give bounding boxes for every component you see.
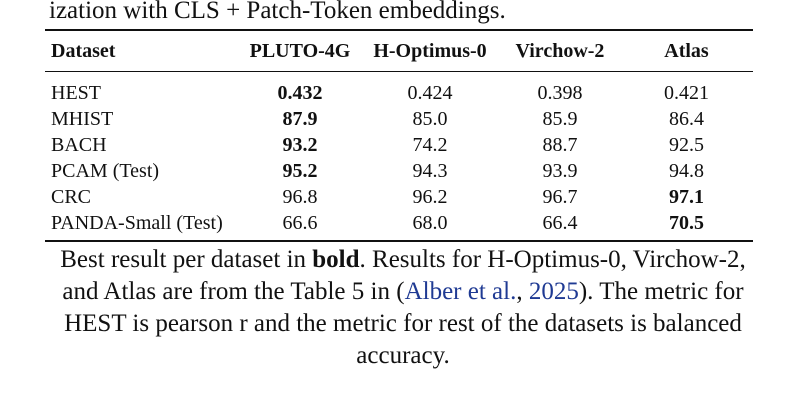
metric-value-cell: 96.8 <box>282 186 318 208</box>
header-virchow-2: Virchow-2 <box>515 40 605 62</box>
citation-separator: , <box>516 278 529 305</box>
table-header-row: Dataset PLUTO-4G H-Optimus-0 Virchow-2 A… <box>45 31 753 71</box>
metric-value-cell: 0.424 <box>407 82 453 104</box>
metric-value-cell: 94.8 <box>669 160 704 182</box>
metric-value-cell: 85.0 <box>412 108 448 130</box>
dataset-name-cell: PANDA-Small (Test) <box>51 212 223 234</box>
results-table-body: HEST 0.432 0.424 0.398 0.421 MHIST 87.9 85.0 85.… <box>45 80 753 236</box>
table-row: CRC 96.8 96.2 96.7 97.1 <box>45 184 753 210</box>
metric-value-cell: 70.5 <box>669 212 704 234</box>
results-table: Dataset PLUTO-4G H-Optimus-0 Virchow-2 A… <box>45 31 753 71</box>
citation-author-link[interactable]: Alber et al. <box>404 278 517 305</box>
header-dataset: Dataset <box>51 40 116 62</box>
metric-value-cell: 92.5 <box>669 134 704 156</box>
metric-value-cell: 85.9 <box>542 108 578 130</box>
dataset-name-cell: PCAM (Test) <box>51 160 160 182</box>
metric-value-cell: 93.2 <box>282 134 318 156</box>
results-table-container: Dataset PLUTO-4G H-Optimus-0 Virchow-2 A… <box>45 29 753 242</box>
metric-value-cell: 0.398 <box>537 82 583 104</box>
dataset-name-cell: CRC <box>51 186 92 208</box>
metric-value-cell: 94.3 <box>412 160 448 182</box>
dataset-name-cell: MHIST <box>51 108 114 130</box>
caption-bold-word: bold <box>312 246 360 273</box>
dataset-name-cell: BACH <box>51 134 107 156</box>
caption-text-1: Best result per dataset in <box>60 246 313 273</box>
metric-value-cell: 0.421 <box>664 82 709 104</box>
header-atlas: Atlas <box>664 40 709 62</box>
citation-year-link[interactable]: 2025 <box>528 278 579 305</box>
table-row: BACH 93.2 74.2 88.7 92.5 <box>45 132 753 158</box>
preceding-text-fragment: ization with CLS + Patch-Token embedding… <box>49 0 506 24</box>
table-row: MHIST 87.9 85.0 85.9 86.4 <box>45 106 753 132</box>
metric-value-cell: 95.2 <box>282 160 318 182</box>
metric-value-cell: 97.1 <box>669 186 704 208</box>
metric-value-cell: 93.9 <box>542 160 578 182</box>
metric-value-cell: 74.2 <box>412 134 448 156</box>
metric-value-cell: 86.4 <box>669 108 704 130</box>
metric-value-cell: 66.4 <box>542 212 578 234</box>
table-row: PANDA-Small (Test) 66.6 68.0 66.4 70.5 <box>45 210 753 236</box>
table-row: HEST 0.432 0.424 0.398 0.421 <box>45 80 753 106</box>
caption-text-2: . Results for H-Optimus-0, Virchow-2, an… <box>62 246 746 305</box>
metric-value-cell: 66.6 <box>282 212 318 234</box>
table-caption: Best result per dataset in bold. Results… <box>45 244 761 372</box>
caption-text-3: ). The metric for HEST is pearson r and … <box>64 278 744 369</box>
table-top-rule <box>45 29 753 31</box>
header-pluto-4g: PLUTO-4G <box>249 40 351 62</box>
metric-value-cell: 96.7 <box>542 186 578 208</box>
metric-value-cell: 68.0 <box>412 212 448 234</box>
table-header-rule <box>45 71 753 72</box>
table-bottom-rule <box>45 240 753 242</box>
table-row: PCAM (Test) 95.2 94.3 93.9 94.8 <box>45 158 753 184</box>
dataset-name-cell: HEST <box>51 82 101 104</box>
metric-value-cell: 96.2 <box>412 186 448 208</box>
metric-value-cell: 0.432 <box>277 82 323 104</box>
metric-value-cell: 88.7 <box>542 134 578 156</box>
header-h-optimus-0: H-Optimus-0 <box>373 40 487 62</box>
metric-value-cell: 87.9 <box>282 108 318 130</box>
